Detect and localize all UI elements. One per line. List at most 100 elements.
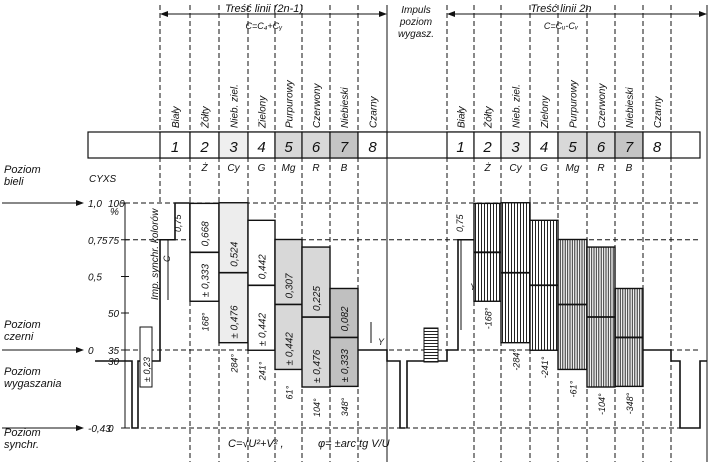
left-luma-value-2: 0,524 — [230, 241, 241, 266]
right-code-6: B — [626, 163, 633, 174]
left-header-formula: C=C₄+Cᵧ — [246, 21, 284, 31]
left-chroma-value-2: ± 0,476 — [230, 305, 241, 339]
left-color-name-4: Zielony — [258, 95, 269, 129]
right-color-name-7: Niebieski — [625, 87, 636, 128]
right-color-name-1: Biały — [457, 105, 468, 128]
left-number-number-1: 1 — [171, 139, 179, 156]
level-sublabel-6: wygaszania — [4, 378, 61, 390]
right-color-name-4: Zielony — [540, 95, 551, 129]
chroma-phase-formula: φ= ±arc tg V/U — [318, 438, 390, 450]
right-number-number-1: 1 — [456, 139, 464, 156]
right-blank-trace — [643, 349, 707, 429]
level-label-6: Poziom — [4, 366, 41, 378]
left-phase-value-3: 241° — [258, 361, 268, 381]
left-ref-075-label: 0,75 — [173, 213, 183, 232]
right-number-number-8: 8 — [653, 139, 662, 156]
left-chroma-value-5: ± 0,476 — [312, 349, 323, 383]
left-phase-value-6: 348° — [340, 397, 350, 416]
left-color-name-7: Niebieski — [340, 87, 351, 128]
left-color-name-1: Biały — [171, 105, 182, 128]
right-ref-075-label: 0,75 — [455, 213, 465, 232]
left-number-cell-8 — [357, 131, 388, 159]
left-phase-value-1: 168° — [201, 312, 211, 331]
left-luma-value-3: 0,442 — [258, 254, 269, 279]
chroma-magnitude-formula: C=√U²+V² , — [228, 438, 284, 450]
cyxs-label-7: -0,43 — [88, 424, 111, 435]
right-number-number-6: 6 — [597, 139, 606, 156]
pct-unit-label: % — [110, 207, 119, 218]
left-number-number-4: 4 — [257, 139, 265, 156]
left-blank-trace — [358, 349, 405, 429]
center-header-line-2: poziom — [399, 17, 432, 28]
cyxs-label-5: 0 — [88, 346, 94, 357]
left-number-number-7: 7 — [340, 139, 349, 156]
left-luma-value-5: 0,225 — [312, 286, 323, 311]
right-number-cell-6 — [586, 131, 616, 159]
level-sublabel-7: synchr. — [4, 439, 39, 451]
right-number-cell-8 — [642, 131, 672, 159]
left-number-number-2: 2 — [199, 139, 209, 156]
left-number-cell-3 — [218, 131, 249, 159]
left-number-number-6: 6 — [312, 139, 321, 156]
left-code-3: G — [258, 163, 266, 174]
left-phase-value-2: 284° — [230, 354, 240, 374]
right-number-cell-2 — [473, 131, 502, 159]
left-luma-value-6: 0,082 — [340, 306, 351, 331]
right-header-title: Treść linii 2n — [531, 3, 592, 15]
right-signal-trace — [438, 238, 474, 362]
right-arrowhead-2 — [699, 11, 707, 17]
right-code-3: G — [540, 163, 548, 174]
left-chroma-value-6: ± 0,333 — [340, 349, 351, 383]
pct-label-1: 100 — [108, 199, 125, 210]
cyxs-label-1: 1,0 — [88, 199, 102, 210]
left-number-number-8: 8 — [368, 139, 377, 156]
left-color-name-3: Nieb. ziel. — [230, 84, 241, 128]
left-number-number-5: 5 — [284, 139, 293, 156]
cyxs-label-2: 0,75 — [88, 236, 108, 247]
left-number-cell-1 — [159, 131, 191, 159]
right-phase-value-4: -61° — [569, 380, 579, 397]
right-color-name-8: Czarny — [653, 95, 664, 128]
right-phase-value-2: -284° — [512, 349, 522, 371]
level-label-1: Poziom — [4, 164, 41, 176]
left-number-cell-2 — [189, 131, 220, 159]
right-number-cell-5 — [557, 131, 588, 159]
left-chroma-value-3: ± 0,442 — [258, 313, 269, 347]
right-phase-value-3: -241° — [540, 356, 550, 378]
left-code-6: B — [341, 163, 348, 174]
level-label-7: Poziom — [4, 427, 41, 439]
left-color-name-6: Czerwony — [312, 83, 323, 128]
left-header-title: Treść linii (2n-1) — [225, 3, 303, 15]
left-chroma-value-1: ± 0,333 — [201, 264, 212, 298]
level-arrowhead-1 — [76, 200, 84, 206]
right-number-cell-3 — [500, 131, 531, 159]
left-chroma-value-4: ± 0,442 — [285, 332, 296, 366]
level-sublabel-1: bieli — [4, 176, 24, 188]
level-arrowhead-2 — [76, 347, 84, 353]
left-phase-value-4: 61° — [285, 385, 295, 399]
left-burst-amplitude: ± 0,23 — [142, 357, 152, 382]
right-number-number-4: 4 — [540, 139, 548, 156]
right-number-number-2: 2 — [482, 139, 492, 156]
pct-label-6: 30 — [108, 357, 120, 368]
left-color-name-5: Purpurowy — [285, 79, 296, 128]
left-code-5: R — [312, 163, 319, 174]
pct-label-4: 50 — [108, 309, 120, 320]
level-sublabel-5: czerni — [4, 331, 34, 343]
right-color-name-6: Czerwony — [597, 83, 608, 128]
left-arrowhead-2 — [379, 11, 387, 17]
right-number-number-3: 3 — [511, 139, 520, 156]
left-color-name-2: Żółty — [200, 105, 212, 129]
left-c-label: C — [162, 255, 172, 262]
right-phase-value-5: -104° — [597, 393, 607, 415]
cyxs-axis-title: CYXS — [89, 174, 117, 185]
left-number-number-3: 3 — [229, 139, 238, 156]
right-number-number-5: 5 — [568, 139, 577, 156]
right-burst-box — [423, 327, 439, 363]
cyxs-label-3: 0,5 — [88, 273, 102, 284]
left-color-name-8: Czarny — [369, 95, 380, 128]
left-luma-value-1: 0,668 — [201, 221, 212, 246]
left-arrowhead — [160, 11, 168, 17]
